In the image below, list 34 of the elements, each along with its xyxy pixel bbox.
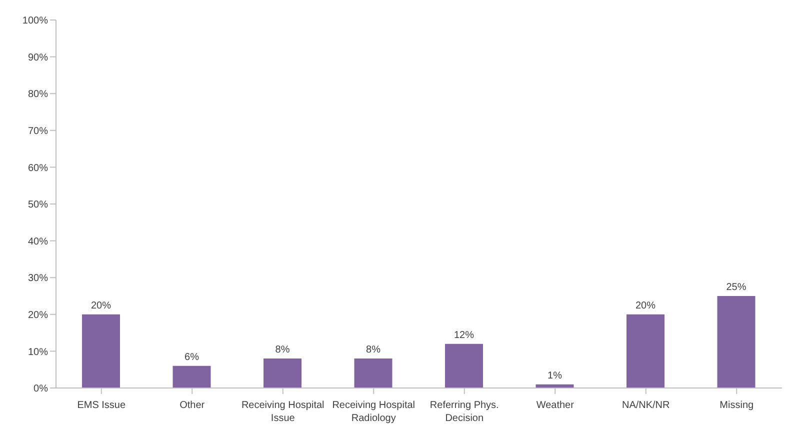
y-tick-label: 10% [28,346,48,358]
data-label: 6% [184,352,200,363]
data-label: 20% [90,300,112,312]
y-tick-label: 40% [28,236,48,248]
x-tick-label: NA/NK/NR [622,400,670,411]
data-label: 8% [366,344,381,356]
x-tick-label: Missing [720,400,754,411]
y-tick-label: 100% [22,16,48,27]
x-tick-label: Referring Phys. Decision [430,400,499,424]
x-tick-label: Receiving Hospital Issue [241,400,324,424]
bar [626,314,664,388]
x-tick-label: EMS Issue [77,400,126,411]
y-tick-label: 70% [28,126,48,137]
x-tick-label: Weather [536,400,575,411]
bar [445,344,483,388]
data-label: 12% [454,330,474,341]
bar [172,366,211,388]
bar [264,358,302,388]
y-tick-label: 60% [28,162,48,174]
y-tick-label: 80% [28,89,48,100]
x-tick-label: Receiving Hospital Radiology [332,400,416,424]
y-tick-label: 30% [28,273,48,284]
y-tick-label: 0% [34,384,48,395]
data-label: 1% [548,370,562,382]
y-tick-label: 90% [28,52,48,64]
bar [82,314,120,388]
x-tick-label: Other [180,400,206,411]
data-label: 25% [726,282,746,293]
data-label: 20% [635,300,656,312]
y-tick-label: 20% [28,310,48,321]
bar [717,296,756,388]
y-tick-label: 50% [28,200,48,211]
bar [354,358,392,388]
data-label: 8% [275,344,290,356]
